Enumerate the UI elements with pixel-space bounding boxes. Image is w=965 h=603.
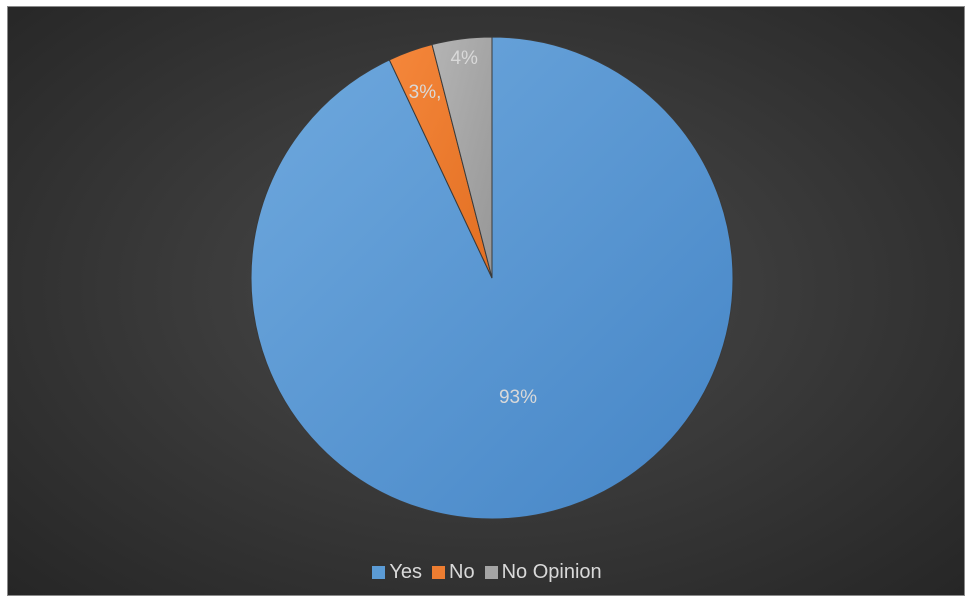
legend-item-yes: Yes [372, 561, 422, 584]
data-label-no: 3%, [409, 82, 442, 103]
chart-area: 93% 3%, 4% Yes No No Opinion [7, 6, 965, 596]
pie-data-labels: 93% 3%, 4% [409, 48, 537, 408]
legend-swatch [372, 565, 386, 579]
pie-slices [250, 36, 734, 520]
data-label-no-opinion: 4% [450, 48, 478, 69]
legend-item-no-opinion: No Opinion [484, 560, 602, 584]
legend: Yes No No Opinion [8, 559, 964, 585]
pie-slice-no-opinion [431, 36, 493, 279]
legend-label: No [449, 560, 475, 583]
legend-item-no: No [432, 561, 475, 584]
legend-swatch [484, 565, 498, 579]
legend-label: No Opinion [501, 560, 602, 583]
legend-label: Yes [389, 560, 422, 583]
data-label-yes: 93% [499, 387, 537, 408]
legend-swatch [432, 565, 445, 579]
pie-chart: 93% 3%, 4% [250, 36, 734, 520]
